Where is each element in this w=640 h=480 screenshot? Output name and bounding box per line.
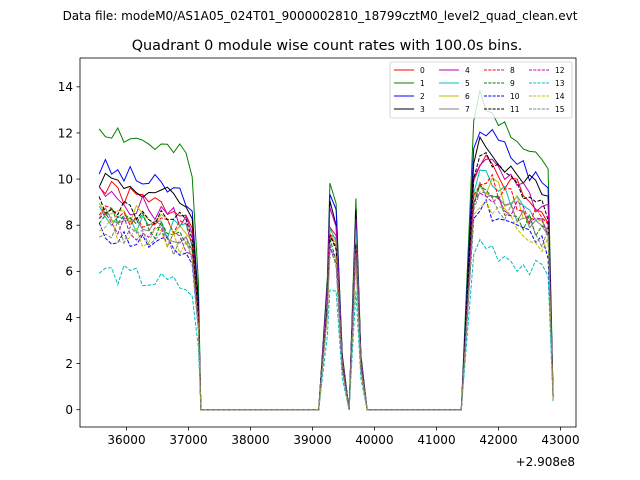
series-line-10 bbox=[98, 198, 554, 411]
legend-label-9: 9 bbox=[510, 79, 515, 88]
legend-label-8: 8 bbox=[510, 66, 515, 75]
chart-title: Quadrant 0 module wise count rates with … bbox=[132, 38, 523, 54]
series-layer bbox=[98, 90, 554, 411]
legend-label-12: 12 bbox=[555, 66, 565, 75]
chart-suptitle: Data file: modeM0/AS1A05_024T01_90000028… bbox=[63, 9, 578, 23]
y-tick-label: 8 bbox=[65, 219, 73, 233]
legend-label-7: 7 bbox=[465, 105, 470, 114]
x-tick-label: 36000 bbox=[107, 433, 145, 447]
x-tick-label: 40000 bbox=[355, 433, 393, 447]
legend-label-13: 13 bbox=[555, 79, 565, 88]
legend-label-4: 4 bbox=[465, 66, 470, 75]
x-tick-label: 39000 bbox=[293, 433, 331, 447]
series-line-13 bbox=[98, 238, 554, 411]
legend-label-10: 10 bbox=[510, 92, 520, 101]
legend-label-0: 0 bbox=[420, 66, 425, 75]
x-tick-label: 37000 bbox=[169, 433, 207, 447]
axes-layer: 36000 37000 38000 39000 40000 41000 42000 43000… bbox=[58, 57, 580, 447]
legend-label-1: 1 bbox=[420, 79, 425, 88]
legend-label-15: 15 bbox=[555, 105, 565, 114]
x-offset-label: +2.908e8 bbox=[516, 455, 575, 469]
series-line-15 bbox=[98, 191, 554, 411]
y-tick-label: 6 bbox=[65, 265, 73, 279]
y-tick-label: 12 bbox=[58, 126, 73, 140]
y-tick-label: 14 bbox=[58, 80, 73, 94]
x-tick-label: 43000 bbox=[541, 433, 579, 447]
x-tick-label: 38000 bbox=[231, 433, 269, 447]
legend-label-3: 3 bbox=[420, 105, 425, 114]
legend-label-2: 2 bbox=[420, 92, 425, 101]
legend-label-5: 5 bbox=[465, 79, 470, 88]
x-tick-label: 41000 bbox=[417, 433, 455, 447]
legend-box bbox=[389, 61, 573, 119]
legend-label-11: 11 bbox=[510, 105, 520, 114]
series-line-14 bbox=[98, 200, 554, 411]
y-tick-label: 4 bbox=[65, 311, 73, 325]
legend-label-14: 14 bbox=[555, 92, 565, 101]
y-tick-label: 10 bbox=[58, 172, 73, 186]
y-tick-label: 2 bbox=[65, 357, 73, 371]
axes-frame bbox=[79, 57, 577, 428]
y-tick-label: 0 bbox=[65, 403, 73, 417]
legend-label-6: 6 bbox=[465, 92, 470, 101]
x-tick-label: 42000 bbox=[479, 433, 517, 447]
